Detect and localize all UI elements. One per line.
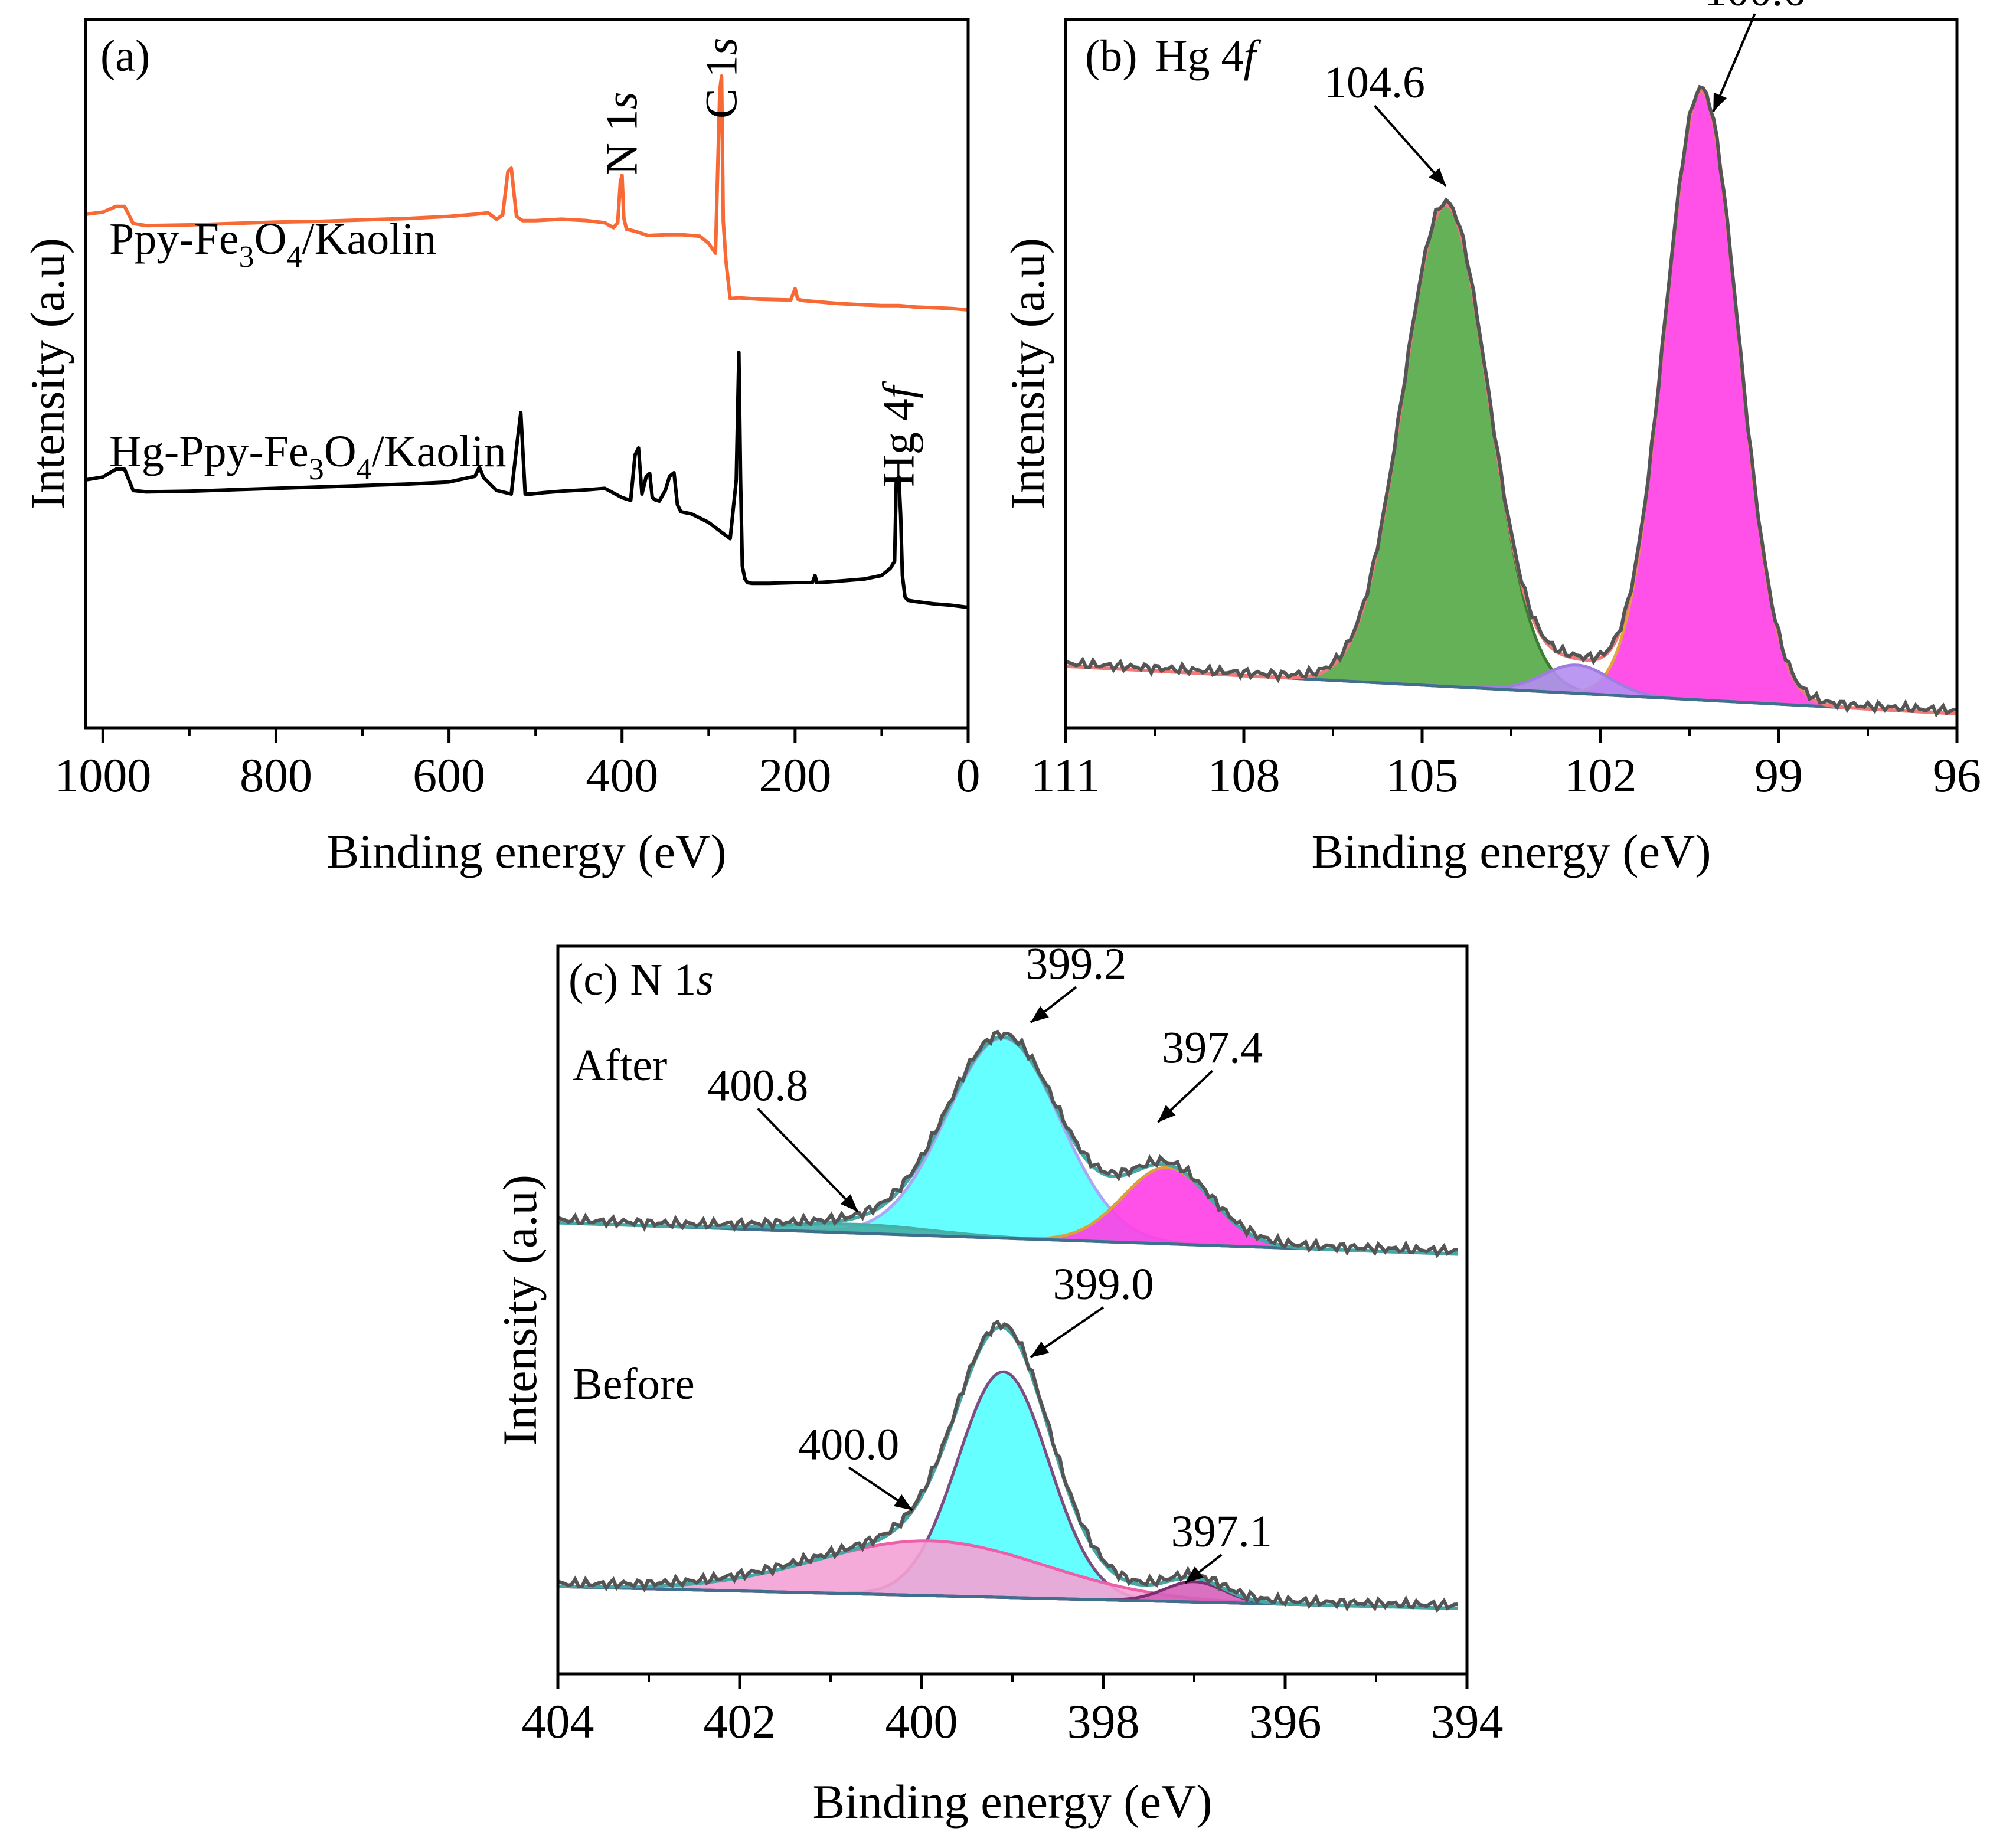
- panel-c-annotation-arrowhead: [1185, 1566, 1204, 1583]
- panel-c-0-component-0: [558, 1036, 1458, 1256]
- panel-c-label-prefix: (c): [568, 955, 618, 1005]
- panel-c-x-tick-label: 400: [885, 1695, 958, 1748]
- panel-b-annotation-arrowhead: [1713, 92, 1727, 112]
- peak-label: C 1s: [697, 38, 746, 119]
- panel-c-label: (c) N 1s: [568, 955, 714, 1005]
- panel-c-0-raw-data: [558, 1029, 1458, 1259]
- panel-b-title-italic: f: [1244, 31, 1262, 81]
- panel-a-x-tick-label: 800: [240, 748, 312, 802]
- panel-b-x-axis: 111 108 105 102 99 96: [1031, 728, 1981, 802]
- panel-c-x-tick-label: 394: [1431, 1695, 1504, 1748]
- panel-b-label-prefix: (b): [1085, 31, 1138, 81]
- panel-b-x-tick-label: 111: [1031, 748, 1100, 802]
- panel-c-annotation-label: 399.2: [1025, 939, 1126, 989]
- panel-c-spectrum-0: [558, 1029, 1458, 1259]
- panel-b-title-main: Hg 4: [1155, 31, 1244, 81]
- panel-b-plot-area: [1066, 84, 1957, 718]
- panel-b-x-title: Binding energy (eV): [1311, 825, 1711, 878]
- panel-b-annotation-label: 100.6: [1704, 0, 1805, 15]
- spectrum-line-1: [86, 351, 968, 609]
- panel-b-x-tick-label: 102: [1564, 748, 1637, 802]
- panel-b-x-tick-label: 99: [1754, 748, 1803, 802]
- panel-b: 111 108 105 102 99 96 Binding energy (eV) Int…: [1001, 0, 1981, 878]
- panel-c-title-italic: s: [696, 955, 714, 1005]
- panel-b-label: (b) Hg 4f: [1085, 31, 1262, 81]
- panel-c-annotation-arrowhead: [840, 1194, 858, 1212]
- panel-c-plot-area: [558, 1029, 1458, 1614]
- panel-b-raw-data: [1066, 84, 1957, 718]
- series-label-ppy-main: Ppy-Fe: [109, 214, 239, 264]
- panel-a-peak-labels: N 1s C 1s Hg 4f: [597, 38, 924, 487]
- panel-b-x-tick-label: 96: [1933, 748, 1981, 802]
- panel-c-annotation-label: 397.4: [1162, 1023, 1263, 1072]
- before-label: Before: [573, 1359, 695, 1409]
- panel-c-x-title: Binding energy (eV): [812, 1775, 1212, 1829]
- panel-c-annotation-arrowhead: [1158, 1105, 1176, 1123]
- panel-a-x-title: Binding energy (eV): [326, 825, 726, 878]
- panel-c-x-axis: 404 402 400 398 396 394: [522, 1674, 1504, 1748]
- series-label-ppy-sub1: 3: [239, 240, 254, 274]
- series-label-ppy-mid: O: [254, 214, 287, 264]
- panel-b-annotation-label: 104.6: [1324, 58, 1425, 107]
- series-label-ppy-sub2: 4: [286, 240, 302, 274]
- series-label-ppy: Ppy-Fe3O4/Kaolin: [109, 214, 436, 274]
- panel-c-title-main: N 1: [630, 955, 696, 1005]
- panel-b-annotations: 104.6 100.6: [1324, 0, 1805, 187]
- series-label-ppy-tail: /Kaolin: [302, 214, 436, 264]
- panel-c-annotation-label: 400.0: [798, 1419, 899, 1469]
- panel-a-x-tick-label: 1000: [54, 748, 151, 802]
- panel-b-annotation-arrowhead: [1429, 168, 1446, 186]
- series-label-hg-ppy-sub2: 4: [357, 453, 372, 486]
- series-label-hg-ppy: Hg-Ppy-Fe3O4/Kaolin: [109, 427, 507, 486]
- panel-a-plot-area: [86, 74, 968, 609]
- panel-c-annotation-label: 397.1: [1171, 1507, 1272, 1556]
- series-label-hg-ppy-tail: /Kaolin: [372, 427, 507, 476]
- panel-a-x-tick-label: 0: [956, 748, 981, 802]
- panel-a-x-tick-label: 200: [759, 748, 831, 802]
- panel-b-y-title: Intensity (a.u): [1001, 238, 1054, 509]
- panel-b-annotation-arrow: [1373, 104, 1447, 187]
- panel-c: 404 402 400 398 396 394 Binding energy (eV) I…: [493, 939, 1504, 1829]
- series-label-hg-ppy-main: Hg-Ppy-Fe: [109, 427, 309, 476]
- panel-c-x-tick-label: 402: [704, 1695, 776, 1748]
- series-label-hg-ppy-sub1: 3: [309, 453, 324, 486]
- panel-c-annotations: 399.2 397.4 400.8 399.0 400.0 397.1: [707, 939, 1272, 1584]
- panel-c-x-tick-label: 398: [1067, 1695, 1140, 1748]
- panel-b-x-tick-label: 105: [1386, 748, 1459, 802]
- spectrum-line-0: [86, 74, 968, 312]
- series-label-hg-ppy-mid: O: [324, 427, 357, 476]
- panel-a-y-title: Intensity (a.u): [21, 238, 74, 509]
- panel-a-x-axis: 1000 800 600 400 200 0: [54, 728, 981, 802]
- panel-c-annotation-label: 399.0: [1053, 1260, 1154, 1309]
- panel-c-annotation-arrowhead: [894, 1494, 913, 1510]
- panel-b-annotation-arrow: [1712, 13, 1756, 112]
- panel-b-x-tick-label: 108: [1208, 748, 1280, 802]
- panel-c-x-tick-label: 396: [1249, 1695, 1322, 1748]
- panel-c-annotation-arrowhead: [1030, 1341, 1050, 1358]
- panel-c-1-raw-data: [558, 1319, 1458, 1614]
- panel-c-annotation-arrow: [757, 1108, 859, 1213]
- peak-label: Hg 4f: [874, 381, 924, 487]
- panel-c-annotation-arrowhead: [1030, 1006, 1049, 1023]
- panel-b-component-0: [1066, 203, 1957, 715]
- panel-c-annotation-label: 400.8: [707, 1061, 808, 1110]
- peak-label: N 1s: [597, 92, 647, 175]
- after-label: After: [573, 1041, 667, 1090]
- panel-c-y-title: Intensity (a.u): [493, 1175, 547, 1446]
- panel-a-label: (a): [100, 31, 150, 81]
- panel-a-x-tick-label: 400: [586, 748, 658, 802]
- panel-c-x-tick-label: 404: [522, 1695, 594, 1748]
- panel-a-x-tick-label: 600: [413, 748, 485, 802]
- panel-a-frame: [84, 18, 970, 730]
- panel-a: 1000 800 600 400 200 0 Binding energy (eV) In…: [21, 18, 981, 878]
- panel-c-spectrum-1: [558, 1319, 1458, 1614]
